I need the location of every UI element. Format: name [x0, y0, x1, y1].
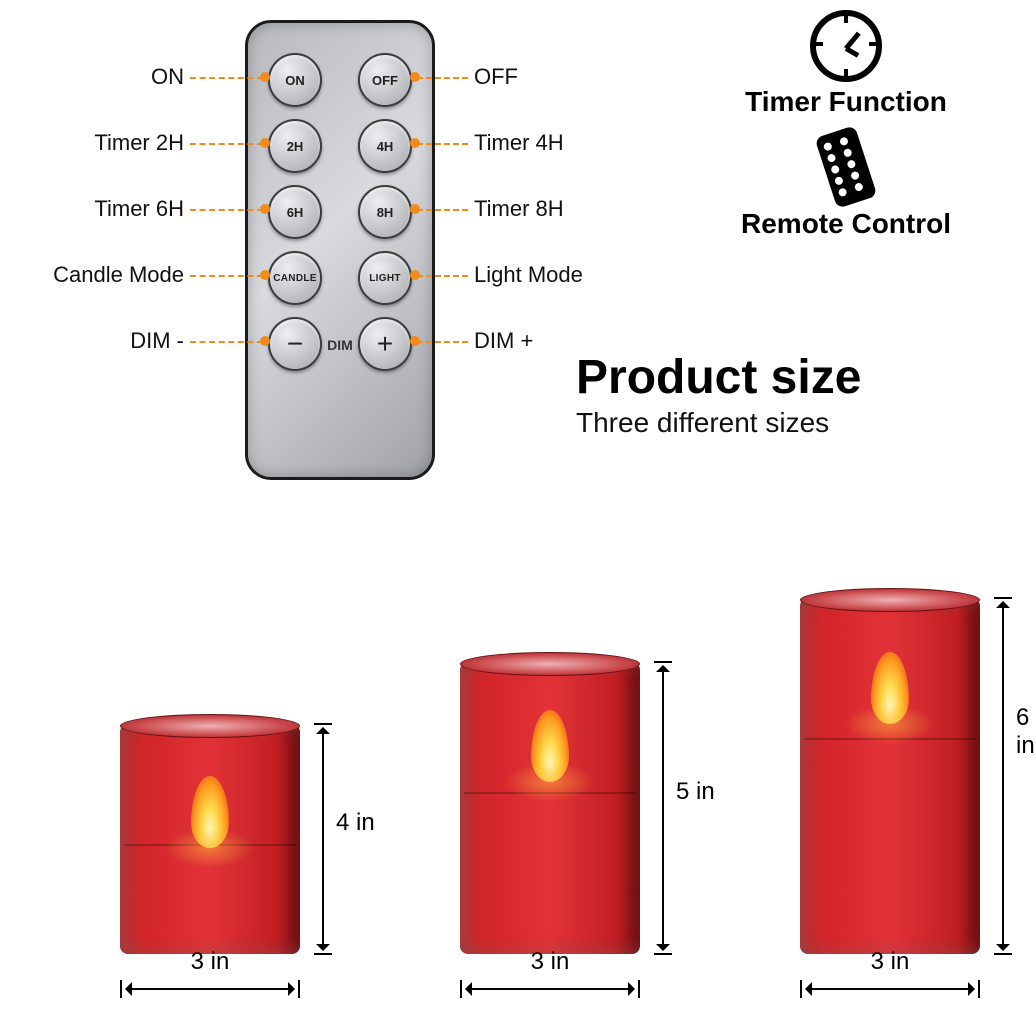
callout-label: Candle Mode: [53, 262, 184, 288]
candle-glass: [460, 662, 640, 954]
callout-leader: [190, 341, 263, 343]
dim-line-vertical: [662, 670, 664, 946]
dim-cap: [994, 953, 1012, 955]
feature-remote-label: Remote Control: [696, 208, 996, 240]
remote-button[interactable]: ON: [268, 53, 322, 107]
callout-leader: [417, 275, 468, 277]
candle: [120, 724, 300, 954]
dim-line-vertical: [322, 732, 324, 946]
remote-diagram: ONOFF2H4H6H8HCANDLELIGHT−+DIM ONOFFTimer…: [20, 20, 640, 500]
dim-cap: [654, 953, 672, 955]
candle: [460, 662, 640, 954]
callout-leader: [190, 209, 263, 211]
remote-button[interactable]: 4H: [358, 119, 412, 173]
remote-row: 2H 4H: [248, 119, 432, 173]
dim-label-width: 3 in: [191, 948, 230, 976]
remote-button[interactable]: 8H: [358, 185, 412, 239]
callout-label: OFF: [474, 64, 518, 90]
candle: [800, 598, 980, 954]
remote-button[interactable]: 2H: [268, 119, 322, 173]
dim-line-vertical: [1002, 606, 1004, 946]
dim-label-height: 4 in: [336, 809, 375, 837]
dim-cap: [314, 953, 332, 955]
callout-leader: [417, 143, 468, 145]
callout-leader: [190, 143, 263, 145]
callout-label: Timer 8H: [474, 196, 564, 222]
dim-cap: [654, 661, 672, 663]
callout-leader: [417, 209, 468, 211]
dim-line-horizontal: [810, 988, 970, 990]
candle-rim: [800, 588, 980, 612]
remote-row: CANDLE LIGHT: [248, 251, 432, 305]
dim-label-height: 6 in: [1016, 704, 1036, 760]
dim-label-width: 3 in: [531, 948, 570, 976]
dim-line-horizontal: [130, 988, 290, 990]
product-size-heading: Product size Three different sizes: [576, 350, 996, 439]
feature-column: Timer Function Remote Control: [696, 10, 996, 248]
product-size-title: Product size: [576, 350, 996, 405]
remote-button[interactable]: LIGHT: [358, 251, 412, 305]
callout-leader: [417, 341, 468, 343]
feature-timer-label: Timer Function: [696, 86, 996, 118]
candle-group: [740, 598, 1036, 954]
dim-line-horizontal: [470, 988, 630, 990]
feature-timer: Timer Function: [696, 10, 996, 118]
callout-leader: [417, 77, 468, 79]
callout-label: ON: [151, 64, 184, 90]
remote-row: 6H 8H: [248, 185, 432, 239]
callout-label: Timer 6H: [94, 196, 184, 222]
remote-button[interactable]: 6H: [268, 185, 322, 239]
callout-label: DIM +: [474, 328, 533, 354]
callout-label: Light Mode: [474, 262, 583, 288]
callout-leader: [190, 275, 263, 277]
remote-mini-icon: [815, 125, 878, 208]
callout-label: DIM -: [130, 328, 184, 354]
dim-cap: [994, 597, 1012, 599]
dim-cap: [314, 723, 332, 725]
candle-group: [60, 724, 360, 954]
callout-label: Timer 4H: [474, 130, 564, 156]
remote-dim-label: DIM: [248, 337, 432, 353]
dim-label-height: 5 in: [676, 778, 715, 806]
callout-leader: [190, 77, 263, 79]
candle-group: [400, 662, 700, 954]
feature-remote: Remote Control: [696, 130, 996, 240]
product-size-subtitle: Three different sizes: [576, 407, 996, 439]
dim-label-width: 3 in: [871, 948, 910, 976]
remote-row: ON OFF: [248, 53, 432, 107]
candle-rim: [460, 652, 640, 676]
remote-body: ONOFF2H4H6H8HCANDLELIGHT−+DIM: [245, 20, 435, 480]
remote-button[interactable]: OFF: [358, 53, 412, 107]
remote-button[interactable]: CANDLE: [268, 251, 322, 305]
callout-label: Timer 2H: [94, 130, 184, 156]
clock-icon: [810, 10, 882, 82]
candles-row: 3 in 4 in 3 in 5 in 3 in 6 in: [0, 462, 1036, 1002]
candle-rim: [120, 714, 300, 738]
